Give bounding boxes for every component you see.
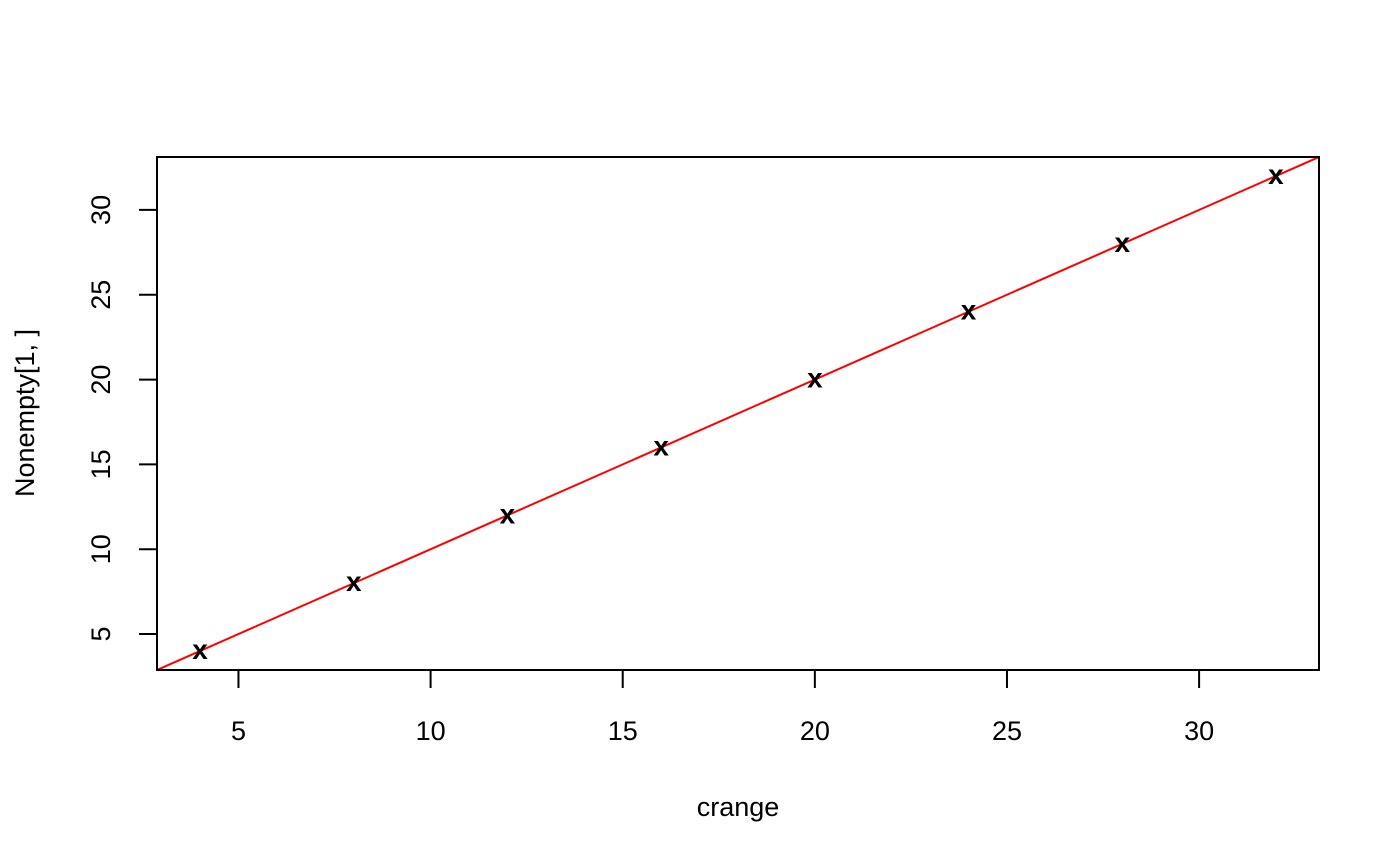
y-tick-label: 30 xyxy=(86,195,116,225)
x-tick-label: 30 xyxy=(1184,716,1214,746)
data-point: x xyxy=(500,498,516,529)
data-point: x xyxy=(1114,227,1130,258)
data-point: x xyxy=(653,430,669,461)
x-tick-label: 5 xyxy=(231,716,246,746)
y-tick-label: 25 xyxy=(86,280,116,310)
data-point: x xyxy=(192,634,208,665)
plot-frame xyxy=(156,156,1320,671)
x-tick-label: 25 xyxy=(992,716,1022,746)
x-tick-label: 10 xyxy=(416,716,446,746)
data-point: x xyxy=(1268,159,1284,190)
y-tick-label: 10 xyxy=(86,534,116,564)
reference-line xyxy=(157,157,1319,670)
data-point: x xyxy=(807,363,823,394)
data-point: x xyxy=(346,566,362,597)
x-tick-label: 15 xyxy=(608,716,638,746)
y-tick-label: 5 xyxy=(86,627,116,642)
y-tick-label: 15 xyxy=(86,449,116,479)
data-point: x xyxy=(961,295,977,326)
x-tick-label: 20 xyxy=(800,716,830,746)
y-tick-label: 20 xyxy=(86,365,116,395)
x-axis-label: crange xyxy=(697,792,780,822)
y-axis-label: Nonempty[1, ] xyxy=(10,329,40,497)
